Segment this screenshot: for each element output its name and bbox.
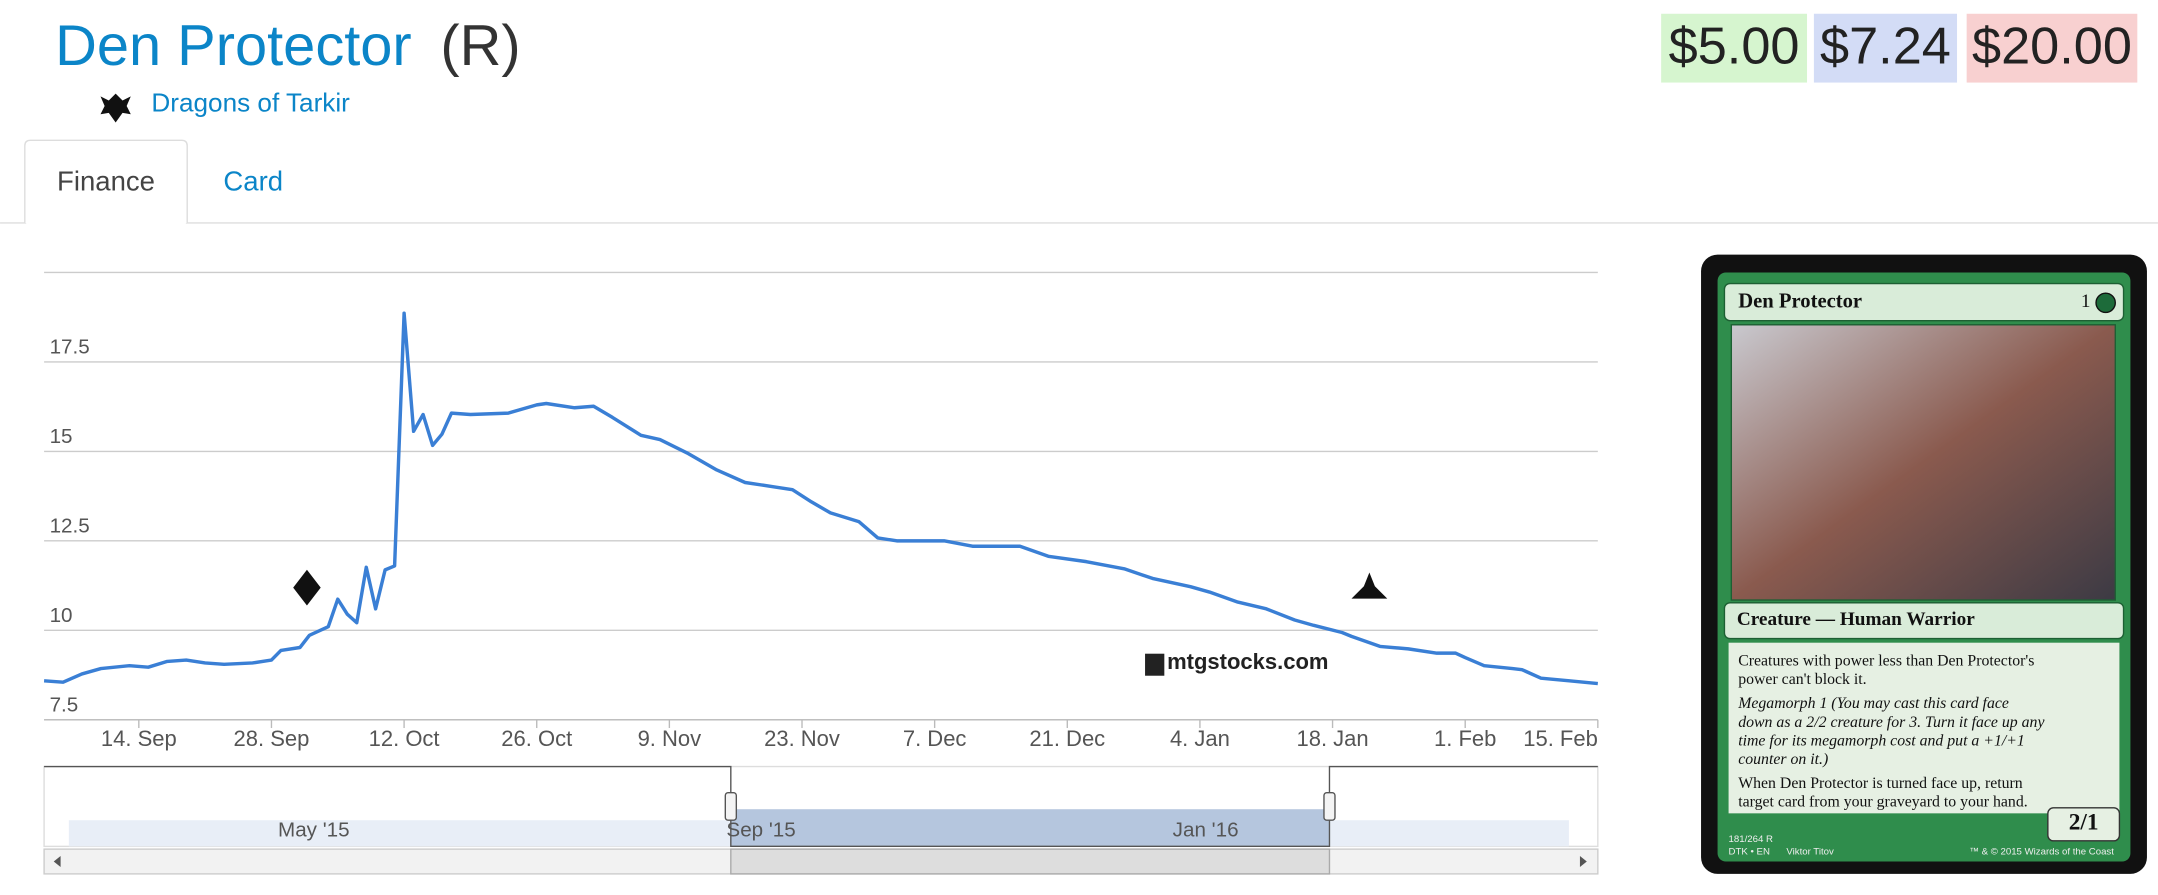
set-icon xyxy=(100,93,131,123)
card-rules-line: Creatures with power less than Den Prote… xyxy=(1738,653,2034,670)
x-tick-label: 18. Jan xyxy=(1296,726,1368,751)
event-marker xyxy=(1351,572,1388,599)
x-tick-label: 12. Oct xyxy=(369,726,440,751)
price-high: $20.00 xyxy=(1972,17,2132,75)
mana-symbol xyxy=(2095,292,2116,314)
price-avg-bg xyxy=(1813,13,1958,83)
chart: 7.5 10 12.5 15 17.5 14. Sep 28. Sep 12. Oct 26. … xyxy=(43,271,1599,875)
x-tick-label: 15. Feb xyxy=(1523,726,1598,751)
scroll-arrow xyxy=(1579,856,1587,868)
card-title[interactable]: Den Protector xyxy=(55,14,412,78)
scrollbar-thumb xyxy=(730,848,1331,875)
x-tick-label: 4. Jan xyxy=(1170,726,1230,751)
y-tick-label: 7.5 xyxy=(50,693,79,716)
y-tick-label: 15 xyxy=(50,425,73,448)
y-tick-label: 10 xyxy=(50,604,73,627)
navigator-label: May '15 xyxy=(278,819,350,842)
scroll-arrow xyxy=(53,856,61,868)
card-rules-line: time for its megamorph cost and put a +1… xyxy=(1738,732,2025,749)
price-avg: $7.24 xyxy=(1820,17,1951,75)
tab-active-box xyxy=(24,139,188,223)
x-tick-label: 28. Sep xyxy=(234,726,310,751)
navigator-label: Sep '15 xyxy=(726,819,795,842)
type-bar xyxy=(1723,602,2125,640)
watermark-logo xyxy=(1145,653,1165,676)
x-tick-label: 21. Dec xyxy=(1029,726,1105,751)
x-tick-label: 1. Feb xyxy=(1434,726,1496,751)
price-line xyxy=(43,311,1598,686)
card-rules-line: down as a 2/2 creature for 3. Turn it fa… xyxy=(1738,714,2045,731)
tab[interactable]: Card xyxy=(223,165,283,196)
card-cost: 1 xyxy=(2081,291,2091,312)
x-tick-label: 14. Sep xyxy=(101,726,177,751)
price-high-bg xyxy=(1966,13,2138,83)
card-rules-line: When Den Protector is turned face up, re… xyxy=(1738,775,2023,792)
card-rules-line: Megamorph 1 (You may cast this card face xyxy=(1737,695,2009,712)
card-copyright: ™ & © 2015 Wizards of the Coast xyxy=(1969,846,2114,857)
card-lang: DTK • EN xyxy=(1729,846,1770,857)
card-art xyxy=(1730,324,2116,601)
text-box xyxy=(1728,642,2120,814)
price-low-bg xyxy=(1661,13,1808,83)
card-rules-line: target card from your graveyard to your … xyxy=(1738,794,2028,811)
x-tick-label: 23. Nov xyxy=(764,726,840,751)
name-bar xyxy=(1723,282,2125,322)
watermark: mtgstocks.com xyxy=(1167,649,1328,674)
card-name: Den Protector xyxy=(1738,291,1862,313)
navigator-handle xyxy=(724,792,738,821)
navigator-handle xyxy=(1323,792,1336,821)
navigator-label: Jan '16 xyxy=(1173,819,1239,842)
card-collector: 181/264 R xyxy=(1729,834,1773,845)
x-tick-label: 7. Dec xyxy=(903,726,967,751)
price-low: $5.00 xyxy=(1669,17,1800,75)
card-artist: Viktor Titov xyxy=(1786,846,1834,857)
y-tick-label: 12.5 xyxy=(50,515,90,538)
rarity: (R) xyxy=(440,14,520,78)
card-image: Den Protector 1 Creature — Human Warrior Cr… xyxy=(1701,254,2147,874)
card-rules-line: counter on it.) xyxy=(1738,751,1828,768)
card-type: Creature — Human Warrior xyxy=(1737,609,1975,630)
set-link[interactable]: Dragons of Tarkir xyxy=(151,87,350,117)
y-tick-label: 17.5 xyxy=(50,336,90,359)
navigator-frame xyxy=(44,765,1598,848)
tab[interactable]: Finance xyxy=(57,165,155,196)
event-marker xyxy=(293,569,321,606)
card-rules-line: power can't block it. xyxy=(1738,671,1866,688)
card-pt: 2/1 xyxy=(2069,810,2099,836)
pt-box xyxy=(2047,807,2121,842)
x-tick-label: 9. Nov xyxy=(638,726,702,751)
x-tick-label: 26. Oct xyxy=(501,726,572,751)
navigator-selected xyxy=(730,809,1330,847)
